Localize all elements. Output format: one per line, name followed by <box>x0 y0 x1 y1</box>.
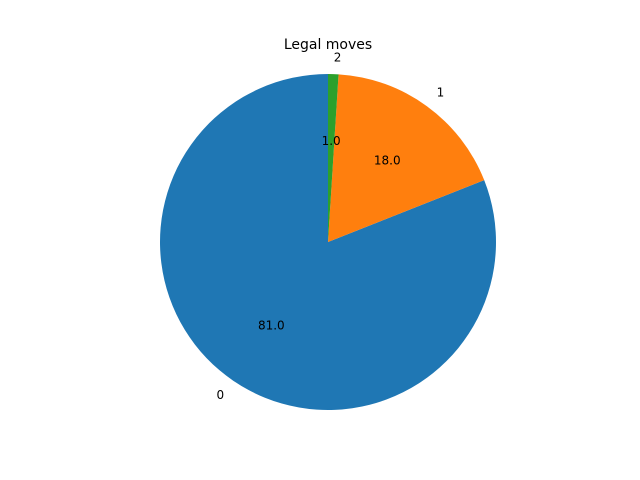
slice-value-label-1: 18.0 <box>374 153 401 167</box>
slice-label-2: 2 <box>334 50 342 64</box>
pie-labels: 0 81.0 1 18.0 2 1.0 <box>216 50 444 402</box>
slice-label-0: 0 <box>216 388 224 402</box>
pie-slices <box>159 74 497 411</box>
slice-value-label-2: 1.0 <box>322 134 341 148</box>
pie-slice-0 <box>159 74 497 411</box>
slice-value-label-0: 81.0 <box>258 318 285 332</box>
slice-label-1: 1 <box>437 85 445 99</box>
chart-title: Legal moves <box>284 37 372 53</box>
pie-slice-2 <box>328 74 339 242</box>
pie-slice-1 <box>328 74 485 242</box>
